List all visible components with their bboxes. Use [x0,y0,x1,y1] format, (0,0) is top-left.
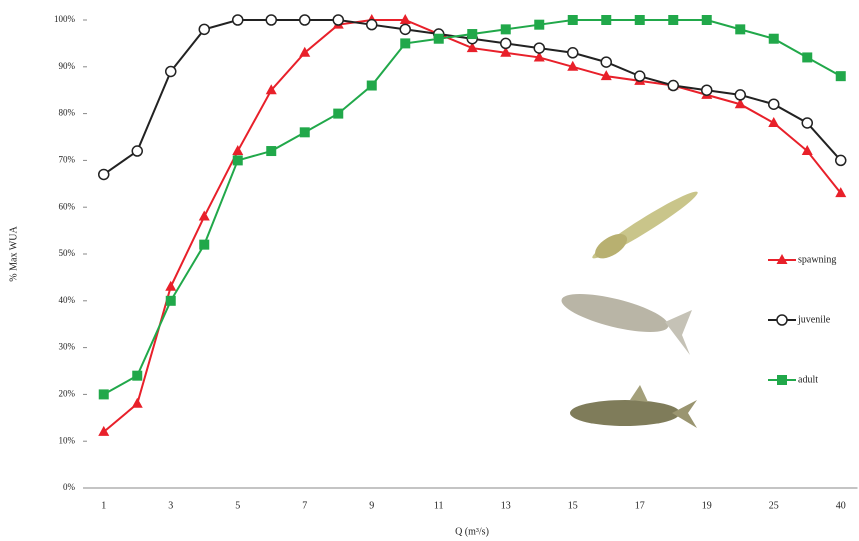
fish-adult [570,385,697,428]
data-point [635,71,645,81]
legend-label: juvenile [797,314,831,325]
data-point [132,146,142,156]
data-point [300,15,310,25]
y-tick-label: 60% [59,201,76,211]
fish-larva [588,185,703,266]
y-tick-label: 30% [59,342,76,352]
data-point [467,29,477,39]
data-point [367,81,377,91]
y-tick-label: 0% [63,482,76,492]
data-point [233,15,243,25]
data-point [534,43,544,53]
data-point [232,145,243,155]
legend-marker [777,315,787,325]
data-point [199,240,209,250]
data-point [99,169,109,179]
data-point [132,371,142,381]
x-tick-label: 3 [168,500,173,511]
data-point [769,34,779,44]
data-point [400,38,410,48]
x-tick-label: 25 [769,500,779,511]
data-point [668,15,678,25]
data-point [99,389,109,399]
data-point [768,117,779,127]
data-point [233,155,243,165]
y-tick-label: 70% [59,154,76,164]
y-axis-title: % Max WUA [8,226,19,282]
y-tick-label: 50% [59,248,76,258]
data-point [568,15,578,25]
data-point [735,24,745,34]
data-point [735,90,745,100]
y-tick-label: 90% [59,61,76,71]
data-point [501,24,511,34]
y-tick-label: 20% [59,388,76,398]
y-tick-label: 10% [59,435,76,445]
x-tick-label: 19 [702,500,712,511]
data-point [333,15,343,25]
legend-label: spawning [798,254,836,265]
data-point [802,52,812,62]
chart: % Max WUA Q (m³/s) 0% 10% 20% 30% 40% 50% 60% 7… [0,0,859,541]
legend-marker [777,375,787,385]
x-tick-label: 11 [434,500,444,511]
fish-juvenile [558,286,692,355]
legend-label: adult [798,374,818,385]
data-point [836,71,846,81]
x-tick-label: 1 [101,500,106,511]
x-tick-label: 17 [635,500,645,511]
data-point [702,85,712,95]
data-point [165,281,176,291]
x-tick-label: 7 [302,500,307,511]
data-point [166,296,176,306]
data-point [802,118,812,128]
x-tick-label: 40 [836,500,846,511]
y-tick-label: 40% [59,295,76,305]
data-point [367,20,377,30]
series-line [104,20,841,394]
data-point [601,15,611,25]
data-point [501,38,511,48]
x-tick-label: 13 [501,500,511,511]
data-point [635,15,645,25]
data-point [568,48,578,58]
x-tick-label: 9 [369,500,374,511]
data-point [702,15,712,25]
x-tick-label: 5 [235,500,240,511]
data-point [266,15,276,25]
data-point [300,127,310,137]
data-point [434,34,444,44]
y-tick-label: 80% [59,108,76,118]
series-line [104,20,841,432]
data-point [132,398,143,408]
x-axis-title: Q (m³/s) [455,526,489,537]
data-point [266,146,276,156]
data-point [166,66,176,76]
data-point [400,24,410,34]
y-tick-label: 100% [54,14,76,24]
data-point [534,20,544,30]
data-point [333,109,343,119]
data-point [199,211,210,221]
fish-illustrations [558,185,702,428]
data-point [668,81,678,91]
x-tick-label: 15 [568,500,578,511]
data-point [601,57,611,67]
data-point [836,155,846,165]
data-point [199,24,209,34]
data-point [769,99,779,109]
